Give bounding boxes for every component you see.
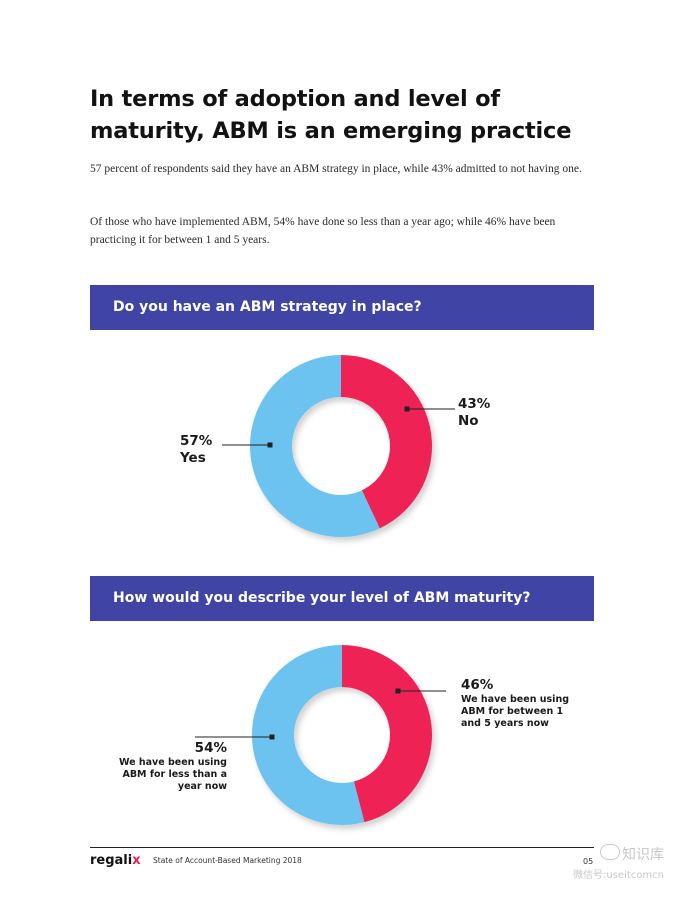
page-number: 05 (583, 857, 594, 866)
intro-paragraph-2: Of those who have implemented ABM, 54% h… (90, 216, 556, 246)
donut-slice-2-2 (252, 645, 365, 826)
label-no-pct: 43% (458, 396, 491, 412)
logo-accent: x (132, 853, 141, 868)
page-title: In terms of adoption and level of maturi… (90, 86, 572, 144)
leader-dot-54 (269, 734, 275, 740)
label-46: 46% We have been using ABM for between 1… (461, 677, 576, 730)
label-54-text: We have been using ABM for less than a y… (118, 757, 227, 792)
leader-dot-yes (267, 442, 273, 448)
donut-slice-1-1 (341, 355, 432, 529)
watermark-id: 微信号:useitcomcn (573, 870, 664, 881)
label-yes: 57% Yes (180, 433, 212, 467)
chart-1-banner: Do you have an ABM strategy in place? (90, 285, 594, 330)
label-no-text: No (458, 413, 479, 429)
donut-slice-1-2 (249, 355, 380, 537)
donut-chart-adoption (249, 355, 432, 537)
wechat-icon (600, 844, 620, 860)
label-yes-text: Yes (180, 450, 206, 466)
chart-2-banner: How would you describe your level of ABM… (90, 576, 594, 621)
leader-dot-46 (395, 688, 401, 694)
intro-paragraph-1: 57 percent of respondents said they have… (90, 163, 582, 175)
regalix-logo: regalix (90, 853, 141, 868)
footer-divider (90, 847, 594, 848)
label-no: 43% No (458, 396, 490, 430)
label-46-text: We have been using ABM for between 1 and… (461, 694, 570, 729)
label-yes-pct: 57% (180, 433, 213, 449)
label-46-pct: 46% (461, 677, 494, 693)
label-54-pct: 54% (194, 740, 227, 756)
leader-dot-no (404, 406, 410, 412)
label-54: 54% We have been using ABM for less than… (112, 740, 227, 793)
report-name: State of Account-Based Marketing 2018 (153, 856, 302, 865)
donut-slice-2-1 (342, 645, 432, 823)
logo-main: regali (90, 853, 133, 868)
watermark-title: 知识库 (622, 847, 664, 863)
donut-chart-maturity (252, 645, 432, 826)
